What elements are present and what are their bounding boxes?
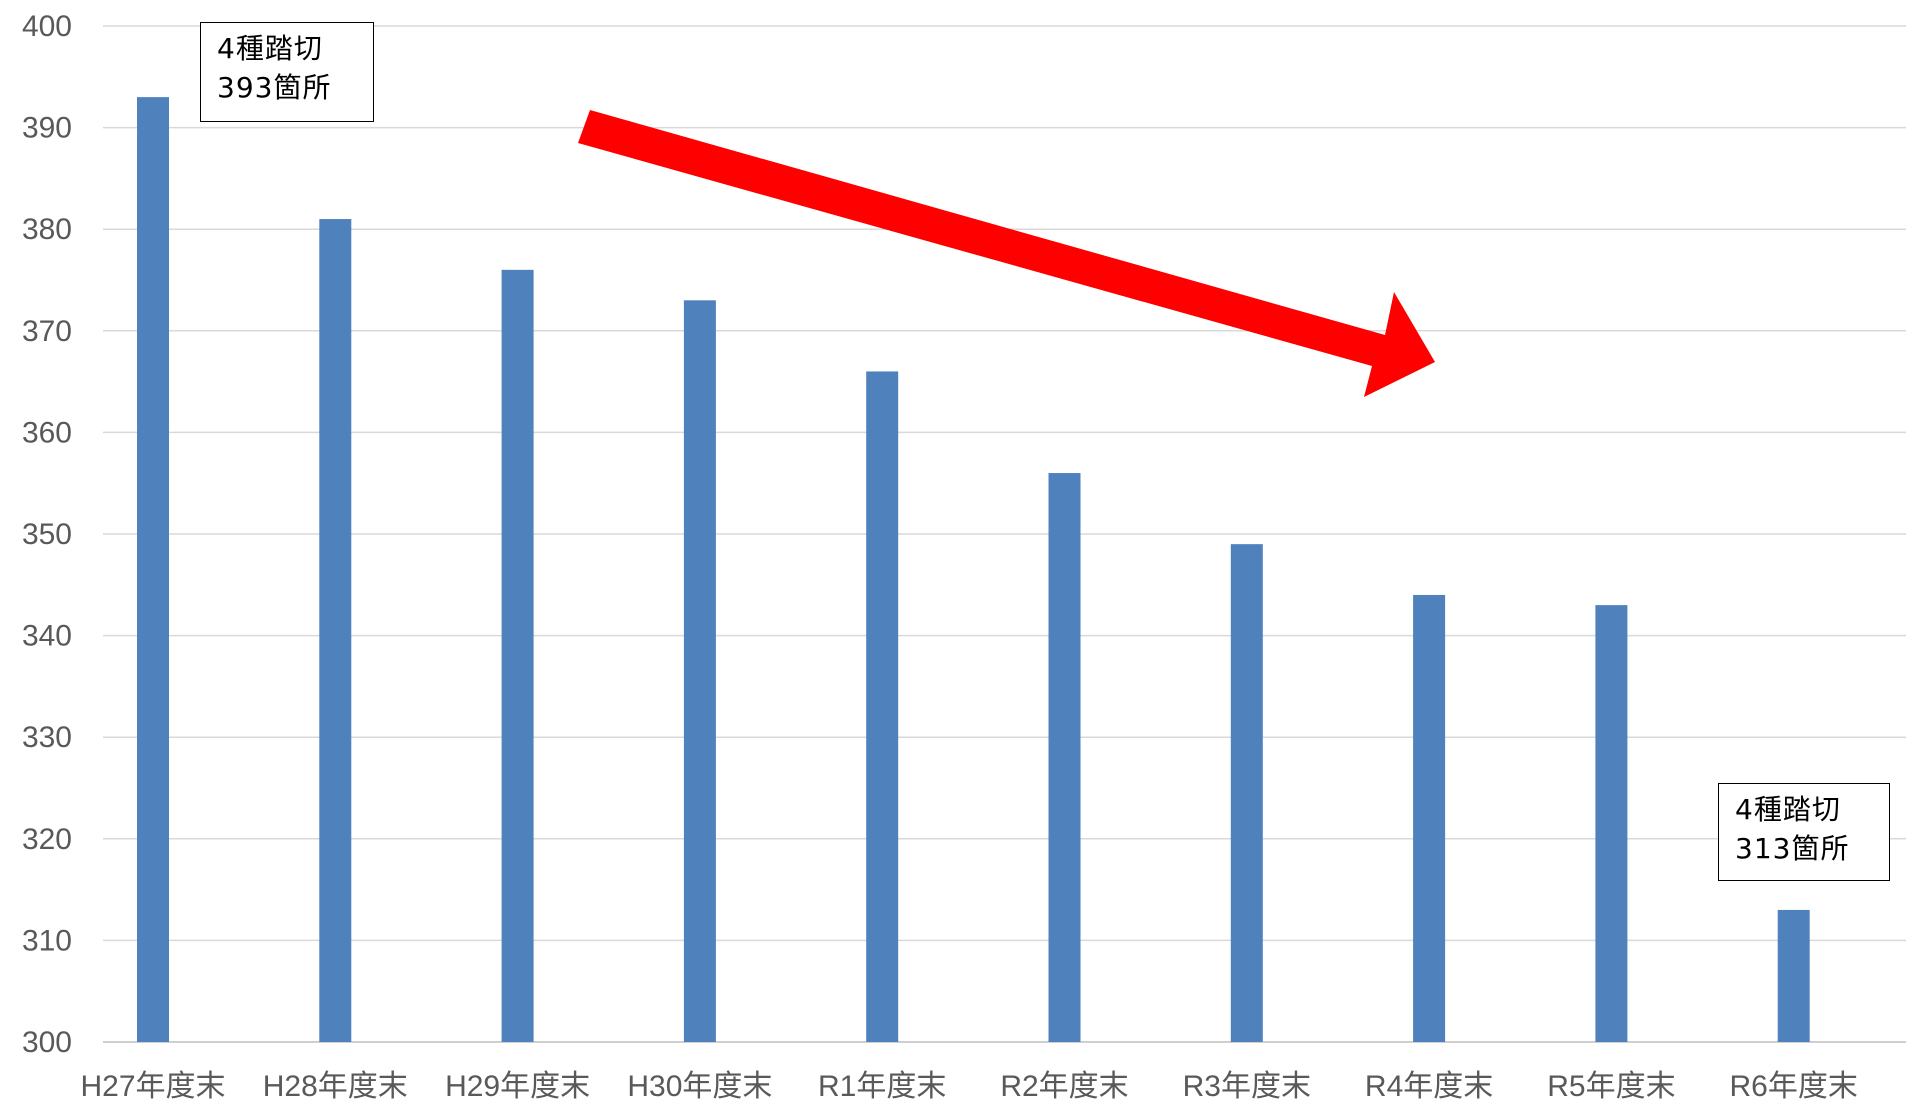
x-category-label: R6年度末 xyxy=(1730,1070,1858,1103)
y-tick-label: 370 xyxy=(22,315,72,348)
annotation-start-line1: 4種踏切 xyxy=(217,32,323,65)
x-category-label: H30年度末 xyxy=(627,1070,772,1103)
annotation-start-line2: 393箇所 xyxy=(217,71,332,104)
gridlines xyxy=(103,25,1906,1043)
x-category-label: H28年度末 xyxy=(263,1070,408,1103)
y-tick-label: 360 xyxy=(22,416,72,449)
y-tick-label: 320 xyxy=(22,823,72,856)
y-tick-label: 390 xyxy=(22,112,72,145)
bar xyxy=(1413,594,1446,1042)
bar xyxy=(137,97,169,1043)
bar xyxy=(683,300,716,1042)
y-tick-label: 310 xyxy=(22,924,72,957)
x-category-label: H27年度末 xyxy=(80,1070,225,1103)
y-tick-label: 330 xyxy=(22,721,72,754)
bar xyxy=(866,371,899,1042)
y-tick-label: 340 xyxy=(22,620,72,653)
bar xyxy=(1777,909,1810,1042)
x-category-label: R2年度末 xyxy=(1000,1070,1128,1103)
bar xyxy=(1048,473,1081,1042)
annotation-end-line2: 313箇所 xyxy=(1735,832,1850,865)
annotation-end: 4種踏切 313箇所 xyxy=(1718,783,1890,881)
trend-arrow xyxy=(578,110,1435,397)
x-axis-category-labels: H27年度末 H28年度末 H29年度末 H30年度末 R1年度末 R2年度末 R3年度末 R… xyxy=(80,1070,1857,1103)
y-tick-label: 400 xyxy=(22,10,72,43)
annotation-start: 4種踏切 393箇所 xyxy=(200,22,374,122)
bar xyxy=(1230,544,1263,1042)
x-category-label: R1年度末 xyxy=(818,1070,946,1103)
x-category-label: H29年度末 xyxy=(445,1070,590,1103)
bar xyxy=(501,269,534,1043)
bar xyxy=(1595,605,1628,1042)
annotation-end-line1: 4種踏切 xyxy=(1735,793,1841,826)
y-axis-tick-labels: 300 310 320 330 340 350 360 370 380 390 400 xyxy=(22,10,72,1059)
bar xyxy=(319,219,352,1043)
y-tick-label: 380 xyxy=(22,213,72,246)
bars xyxy=(137,97,1810,1043)
x-category-label: R5年度末 xyxy=(1547,1070,1675,1103)
x-category-label: R4年度末 xyxy=(1365,1070,1493,1103)
y-tick-label: 300 xyxy=(22,1026,72,1059)
y-tick-label: 350 xyxy=(22,518,72,551)
x-category-label: R3年度末 xyxy=(1183,1070,1311,1103)
